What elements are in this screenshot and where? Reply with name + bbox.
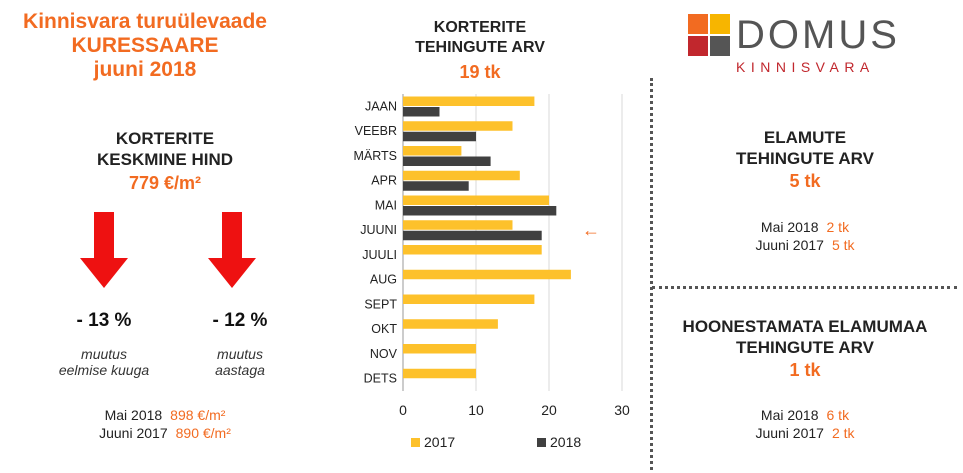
x-tick-label: 20 xyxy=(541,402,557,418)
y-category-label: JUUNI xyxy=(360,223,397,237)
bar-2017 xyxy=(403,170,520,181)
house-deals-compare: Mai 2018 2 tk Juuni 2017 5 tk xyxy=(660,218,950,254)
house-deals-heading: ELAMUTE TEHINGUTE ARV xyxy=(736,128,874,168)
land-deals-compare: Mai 2018 6 tk Juuni 2017 2 tk xyxy=(655,406,955,442)
domus-logo: DOMUS KINNISVARA xyxy=(688,14,938,78)
report-title: Kinnisvara turuülevaade KURESSAARE juuni… xyxy=(10,10,280,82)
y-category-label: VEEBR xyxy=(355,124,397,138)
bar-2018 xyxy=(403,181,469,191)
title-line-3: juuni 2018 xyxy=(93,58,197,81)
y-category-label: OKT xyxy=(371,322,397,336)
down-arrow-icon xyxy=(208,212,256,288)
y-category-label: MAI xyxy=(375,198,397,212)
y-category-label: JAAN xyxy=(365,99,397,113)
avg-price-heading: KORTERITE KESKMINE HIND xyxy=(96,129,233,169)
avg-price-value: 779 €/m² xyxy=(128,173,202,193)
bar-2017 xyxy=(403,269,571,280)
y-category-label: APR xyxy=(371,174,397,188)
x-tick-label: 30 xyxy=(614,402,630,418)
compare-row: Juuni 2017 890 €/m² xyxy=(99,425,231,441)
x-tick-label: 10 xyxy=(468,402,484,418)
apartment-deals-chart: 0 10 20 30 JAAN VEEBR MÄRTS APR MAI JUUNI ← JUULI AU… xyxy=(353,94,630,450)
compare-row: Juuni 2017 2 tk xyxy=(755,425,855,441)
bar-2017 xyxy=(403,121,513,131)
bar-2018 xyxy=(403,107,440,117)
title-line-1: Kinnisvara turuülevaade xyxy=(23,10,267,33)
bar-2017 xyxy=(403,294,535,304)
legend-label: 2017 xyxy=(424,434,455,450)
y-category-label: MÄRTS xyxy=(353,149,397,163)
change-month-pct: - 13 % xyxy=(76,310,132,331)
logo-tile xyxy=(710,36,730,56)
y-category-label: DETS xyxy=(364,372,397,386)
logo-tile xyxy=(688,36,708,56)
down-arrow-icon xyxy=(80,212,128,288)
bar-2018 xyxy=(403,156,491,166)
compare-row: Mai 2018 2 tk xyxy=(760,219,850,235)
compare-row: Mai 2018 6 tk xyxy=(760,407,850,423)
house-deals-value: 5 tk xyxy=(789,171,821,191)
land-deals-heading: HOONESTAMATA ELAMUMAA TEHINGUTE ARV xyxy=(682,317,928,357)
y-category-label: JUULI xyxy=(362,248,397,262)
legend-label: 2018 xyxy=(550,434,581,450)
land-deals-value: 1 tk xyxy=(789,360,821,380)
divider-vertical xyxy=(650,78,653,470)
y-category-label: NOV xyxy=(370,347,398,361)
bar-2017 xyxy=(403,245,542,255)
legend-swatch xyxy=(411,438,420,447)
y-category-label: SEPT xyxy=(364,297,397,311)
change-month-note: muutus eelmise kuuga xyxy=(58,346,150,378)
compare-row: Juuni 2017 5 tk xyxy=(755,237,855,253)
title-line-2: KURESSAARE xyxy=(71,34,219,57)
avg-price-compare: Mai 2018 898 €/m² Juuni 2017 890 €/m² xyxy=(40,406,290,442)
bar-2017 xyxy=(403,319,498,329)
annotation-arrow-icon: ← xyxy=(582,220,600,240)
compare-row: Mai 2018 898 €/m² xyxy=(104,407,226,423)
x-tick-label: 0 xyxy=(399,402,407,418)
change-year-note: muutus aastaga xyxy=(215,346,265,378)
apartment-deals-heading: KORTERITE TEHINGUTE ARV xyxy=(415,19,545,56)
logo-brand: DOMUS xyxy=(736,13,900,57)
bar-2017 xyxy=(403,220,513,230)
change-year-pct: - 12 % xyxy=(212,310,268,331)
logo-tile xyxy=(710,14,730,34)
logo-tile xyxy=(688,14,708,34)
legend-swatch xyxy=(537,438,546,447)
bar-2017 xyxy=(403,344,476,354)
divider-horizontal xyxy=(652,286,957,289)
apartment-deals-value: 19 tk xyxy=(459,62,501,82)
bar-2018 xyxy=(403,206,557,216)
bar-2017 xyxy=(403,96,535,106)
logo-sub: KINNISVARA xyxy=(736,59,875,75)
bar-2017 xyxy=(403,368,476,379)
bar-2017 xyxy=(403,146,462,156)
bar-2018 xyxy=(403,230,542,241)
bar-2018 xyxy=(403,131,476,142)
logo-tiles-icon xyxy=(688,14,730,56)
y-category-label: AUG xyxy=(370,273,397,287)
bar-2017 xyxy=(403,195,549,205)
